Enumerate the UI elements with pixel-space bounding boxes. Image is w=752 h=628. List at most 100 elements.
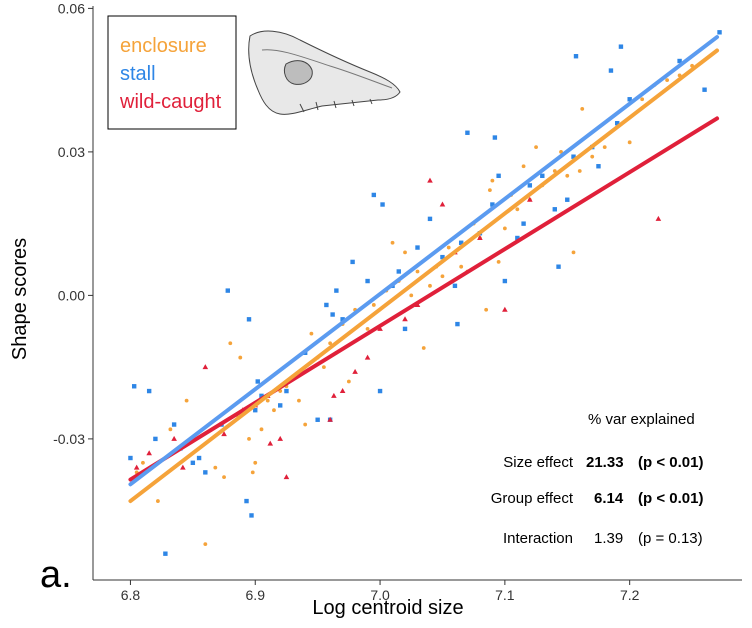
data-point-stall <box>540 173 545 179</box>
data-point-wild-caught <box>655 215 662 221</box>
data-point-stall <box>458 240 464 245</box>
y-tick-label: 0.00 <box>58 287 85 303</box>
data-point-enclosure <box>487 188 492 193</box>
annotation-header: % var explained <box>588 411 695 428</box>
legend-label-wild-caught: wild-caught <box>119 91 222 113</box>
data-point-enclosure <box>515 207 520 212</box>
data-point-enclosure <box>590 154 595 159</box>
data-point-enclosure <box>627 140 632 145</box>
data-point-enclosure <box>184 398 189 403</box>
data-point-stall <box>492 135 498 140</box>
data-point-wild-caught <box>364 354 371 360</box>
legend-label-stall: stall <box>120 63 156 85</box>
data-point-enclosure <box>297 398 301 403</box>
x-tick-label: 6.8 <box>121 587 141 603</box>
data-point-stall <box>717 30 722 35</box>
data-point-enclosure <box>665 78 670 83</box>
data-point-stall <box>278 403 283 408</box>
data-point-stall <box>415 245 420 250</box>
data-point-stall <box>614 120 620 126</box>
panel-label: a. <box>40 554 72 596</box>
data-point-stall <box>371 192 377 198</box>
data-point-enclosure <box>259 427 264 432</box>
data-point-stall <box>677 58 682 64</box>
data-point-stall <box>427 216 433 222</box>
data-point-wild-caught <box>331 392 337 398</box>
data-point-stall <box>452 283 458 289</box>
data-point-stall <box>565 197 570 202</box>
x-tick-label: 6.9 <box>246 587 266 603</box>
group-effect-label: Group effect <box>491 490 574 507</box>
data-point-wild-caught <box>146 450 152 456</box>
data-point-wild-caught <box>377 325 383 331</box>
data-point-stall <box>515 235 520 241</box>
data-point-stall <box>608 68 614 73</box>
data-point-wild-caught <box>327 416 333 422</box>
data-point-stall <box>465 130 470 135</box>
legend-box <box>107 15 237 130</box>
data-point-wild-caught <box>402 316 408 322</box>
data-point-stall <box>330 312 335 317</box>
legend-label-enclosure: enclosure <box>120 35 207 57</box>
data-point-enclosure <box>496 260 501 264</box>
x-tick-label: 7.1 <box>495 587 515 603</box>
data-point-stall <box>203 470 208 475</box>
data-point-wild-caught <box>202 364 209 370</box>
data-point-enclosure <box>390 240 395 245</box>
data-point-enclosure <box>265 398 270 403</box>
data-point-enclosure <box>321 365 326 370</box>
data-point-enclosure <box>228 341 233 346</box>
data-point-enclosure <box>328 341 333 346</box>
data-point-stall <box>402 326 408 332</box>
data-point-stall <box>502 278 508 284</box>
data-point-stall <box>496 173 501 179</box>
y-axis-label: Shape scores <box>9 238 31 360</box>
data-point-enclosure <box>309 331 314 336</box>
data-point-enclosure <box>203 542 208 547</box>
data-point-enclosure <box>484 307 489 312</box>
data-point-wild-caught <box>527 196 533 202</box>
interaction-p: (p = 0.13) <box>638 530 703 547</box>
data-point-stall <box>171 422 177 427</box>
data-point-stall <box>627 97 632 102</box>
data-point-enclosure <box>502 226 507 231</box>
y-tick-label: 0.03 <box>58 144 85 160</box>
data-point-stall <box>350 259 355 265</box>
data-point-stall <box>259 393 264 399</box>
data-point-enclosure <box>428 283 432 288</box>
data-point-stall <box>365 278 370 284</box>
data-point-wild-caught <box>180 464 186 470</box>
y-tick-label: 0.06 <box>58 0 85 16</box>
data-point-wild-caught <box>477 234 483 240</box>
data-point-enclosure <box>446 245 451 250</box>
data-point-stall <box>702 87 707 92</box>
size-effect-p: (p < 0.01) <box>638 454 703 471</box>
variance-annotation: % var explained Size effect 21.33 (p < 0… <box>491 411 704 547</box>
data-point-wild-caught <box>352 368 358 374</box>
legend: enclosure stall wild-caught <box>107 15 237 130</box>
data-point-stall <box>455 321 460 327</box>
data-point-stall <box>573 54 579 59</box>
fit-line-wild-caught <box>128 116 720 482</box>
data-point-enclosure <box>346 379 351 384</box>
data-point-stall <box>131 384 137 389</box>
fit-line-stall <box>128 35 720 487</box>
data-point-enclosure <box>272 408 276 413</box>
group-effect-value: 6.14 <box>594 490 624 507</box>
data-point-wild-caught <box>221 431 227 437</box>
data-point-stall <box>571 154 576 159</box>
data-point-stall <box>253 407 258 413</box>
data-point-enclosure <box>534 145 538 150</box>
data-point-enclosure <box>247 436 251 441</box>
data-point-enclosure <box>580 106 585 111</box>
data-point-enclosure <box>640 97 645 102</box>
data-point-stall <box>377 388 383 394</box>
regression-lines <box>128 35 720 504</box>
data-point-stall <box>380 202 385 207</box>
data-point-enclosure <box>365 326 370 331</box>
axes: 6.8 6.9 7.0 7.1 7.2 -0.03 0.00 0.03 0.06 <box>53 0 742 603</box>
data-point-wild-caught <box>502 306 508 312</box>
data-point-enclosure <box>250 470 255 475</box>
group-effect-p: (p < 0.01) <box>638 490 703 507</box>
data-point-enclosure <box>403 250 407 255</box>
